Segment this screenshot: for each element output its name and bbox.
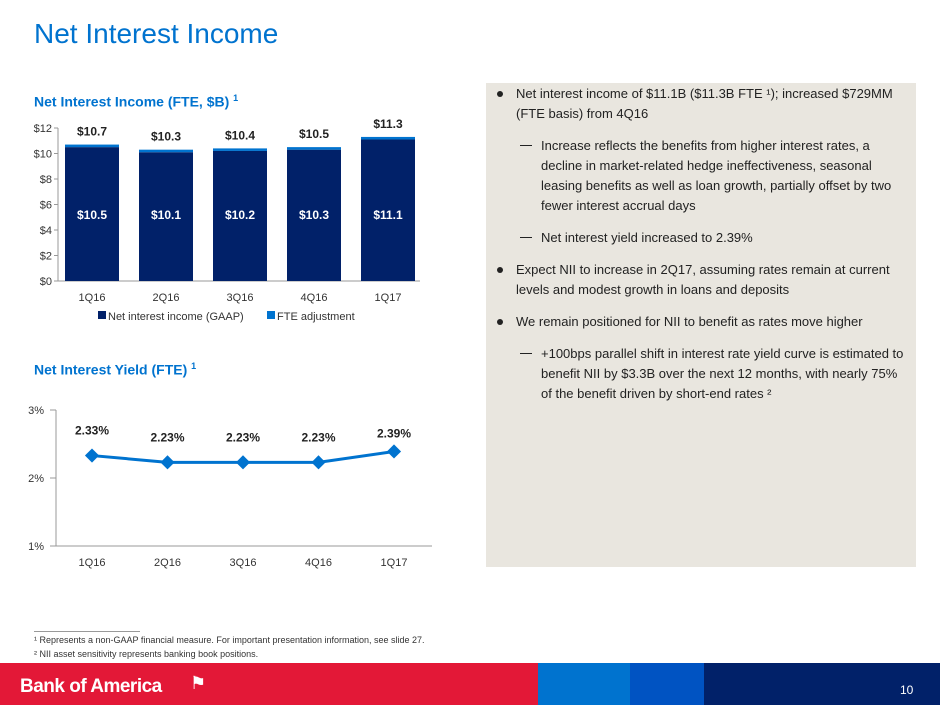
bullet-text: We remain positioned for NII to benefit … bbox=[516, 314, 863, 329]
bar-fte bbox=[65, 144, 119, 148]
data-point bbox=[386, 444, 402, 459]
bullet-text: Net interest income of $11.1B ($11.3B FT… bbox=[516, 86, 893, 121]
bar-gaap bbox=[139, 152, 193, 281]
bullet-dot-icon bbox=[497, 267, 503, 273]
bar-total-label: $11.3 bbox=[373, 117, 403, 131]
line-chart-title-text: Net Interest Yield (FTE) bbox=[34, 361, 188, 378]
bar-total-label: $10.3 bbox=[151, 130, 181, 144]
data-label: 2.23% bbox=[301, 430, 335, 444]
y-tick-label: $12 bbox=[34, 123, 52, 135]
legend-label-gaap: Net interest income (GAAP) bbox=[108, 311, 244, 323]
bullet-item: Increase reflects the benefits from high… bbox=[497, 136, 909, 216]
y-tick-label: $2 bbox=[40, 251, 52, 263]
bullet-text: Net interest yield increased to 2.39% bbox=[541, 230, 753, 245]
dash-icon bbox=[520, 237, 532, 238]
x-tick-label: 2Q16 bbox=[154, 557, 181, 569]
legend-label-fte: FTE adjustment bbox=[277, 311, 355, 323]
bar-gaap bbox=[65, 147, 119, 281]
y-tick-label: 3% bbox=[28, 405, 44, 417]
legend-swatch-gaap bbox=[98, 311, 106, 319]
footnote-ref: 1 bbox=[233, 93, 239, 103]
x-tick-label: 1Q17 bbox=[381, 557, 408, 569]
bar-value-label: $10.3 bbox=[299, 208, 329, 222]
x-tick-label: 4Q16 bbox=[301, 292, 328, 304]
bullet-item: Expect NII to increase in 2Q17, assuming… bbox=[497, 260, 909, 300]
footnote-2: ² NII asset sensitivity represents banki… bbox=[34, 649, 259, 659]
bar-total-label: $10.5 bbox=[299, 127, 329, 141]
charts: $0 $2 $4 $6 $8 $10 $12 $10.5 $10.7 1Q16 $10.1 $10.3… bbox=[28, 117, 432, 569]
dash-icon bbox=[520, 145, 532, 146]
data-point bbox=[160, 455, 175, 470]
legend-swatch-fte bbox=[267, 311, 275, 319]
bar-gaap bbox=[287, 149, 341, 281]
bar-fte bbox=[287, 147, 341, 150]
bullet-text: +100bps parallel shift in interest rate … bbox=[541, 346, 904, 401]
x-tick-label: 1Q16 bbox=[79, 292, 106, 304]
y-tick-label: 1% bbox=[28, 541, 44, 553]
x-tick-label: 3Q16 bbox=[227, 292, 254, 304]
bar-fte bbox=[213, 148, 267, 151]
bar-fte bbox=[139, 149, 193, 153]
data-label: 2.33% bbox=[75, 424, 109, 438]
bar-total-label: $10.4 bbox=[225, 128, 255, 142]
data-label: 2.39% bbox=[377, 426, 411, 440]
footnote-ref: 1 bbox=[191, 361, 197, 371]
x-tick-label: 2Q16 bbox=[153, 292, 180, 304]
bar-value-label: $10.5 bbox=[77, 208, 107, 222]
x-tick-label: 1Q16 bbox=[79, 557, 106, 569]
y-tick-label: $8 bbox=[40, 174, 52, 186]
bar-chart-title-text: Net Interest Income (FTE, $B) bbox=[34, 93, 230, 110]
bank-of-america-logo: Bank of America bbox=[20, 676, 162, 697]
footer-blue-1 bbox=[538, 663, 630, 705]
dash-icon bbox=[520, 353, 532, 354]
y-tick-label: 2% bbox=[28, 473, 44, 485]
footer-red bbox=[0, 663, 538, 705]
bar-fte bbox=[361, 136, 415, 140]
bar-total-label: $10.7 bbox=[77, 125, 107, 139]
footer-navy bbox=[704, 663, 940, 705]
bullet-item: +100bps parallel shift in interest rate … bbox=[497, 344, 909, 404]
data-label: 2.23% bbox=[150, 430, 184, 444]
bullet-dot-icon bbox=[497, 91, 503, 97]
footnote-divider bbox=[34, 631, 140, 632]
bullet-item: Net interest income of $11.1B ($11.3B FT… bbox=[497, 84, 909, 124]
page-title: Net Interest Income bbox=[34, 18, 279, 49]
bullet-text: Increase reflects the benefits from high… bbox=[541, 138, 892, 213]
bullet-item: We remain positioned for NII to benefit … bbox=[497, 312, 909, 332]
flag-icon: ⚑ bbox=[190, 673, 207, 693]
y-tick-label: $4 bbox=[40, 225, 52, 237]
bar-value-label: $10.2 bbox=[225, 208, 255, 222]
bar-value-label: $11.1 bbox=[373, 208, 403, 222]
x-tick-label: 3Q16 bbox=[230, 557, 257, 569]
data-point bbox=[84, 448, 100, 463]
y-tick-label: $10 bbox=[34, 149, 52, 161]
data-point bbox=[311, 455, 326, 470]
footer-blue-2 bbox=[630, 663, 704, 705]
bar-chart-title: Net Interest Income (FTE, $B) 1 bbox=[34, 93, 238, 110]
commentary-panel bbox=[486, 83, 916, 567]
page-number: 10 bbox=[900, 683, 914, 697]
x-tick-label: 1Q17 bbox=[375, 292, 402, 304]
bullet-text: Expect NII to increase in 2Q17, assuming… bbox=[516, 262, 890, 297]
data-label: 2.23% bbox=[226, 430, 260, 444]
bar-gaap bbox=[361, 139, 415, 281]
bullet-item: Net interest yield increased to 2.39% bbox=[497, 228, 909, 248]
bullet-dot-icon bbox=[497, 319, 503, 325]
line-chart-title: Net Interest Yield (FTE) 1 bbox=[34, 361, 196, 378]
y-tick-label: $0 bbox=[40, 276, 52, 288]
footnote-1: ¹ Represents a non-GAAP financial measur… bbox=[34, 635, 425, 645]
bullet-list: Net interest income of $11.1B ($11.3B FT… bbox=[497, 84, 909, 404]
y-tick-label: $6 bbox=[40, 200, 52, 212]
bar-gaap bbox=[213, 150, 267, 281]
x-tick-label: 4Q16 bbox=[305, 557, 332, 569]
data-point bbox=[235, 455, 251, 470]
bar-value-label: $10.1 bbox=[151, 208, 181, 222]
